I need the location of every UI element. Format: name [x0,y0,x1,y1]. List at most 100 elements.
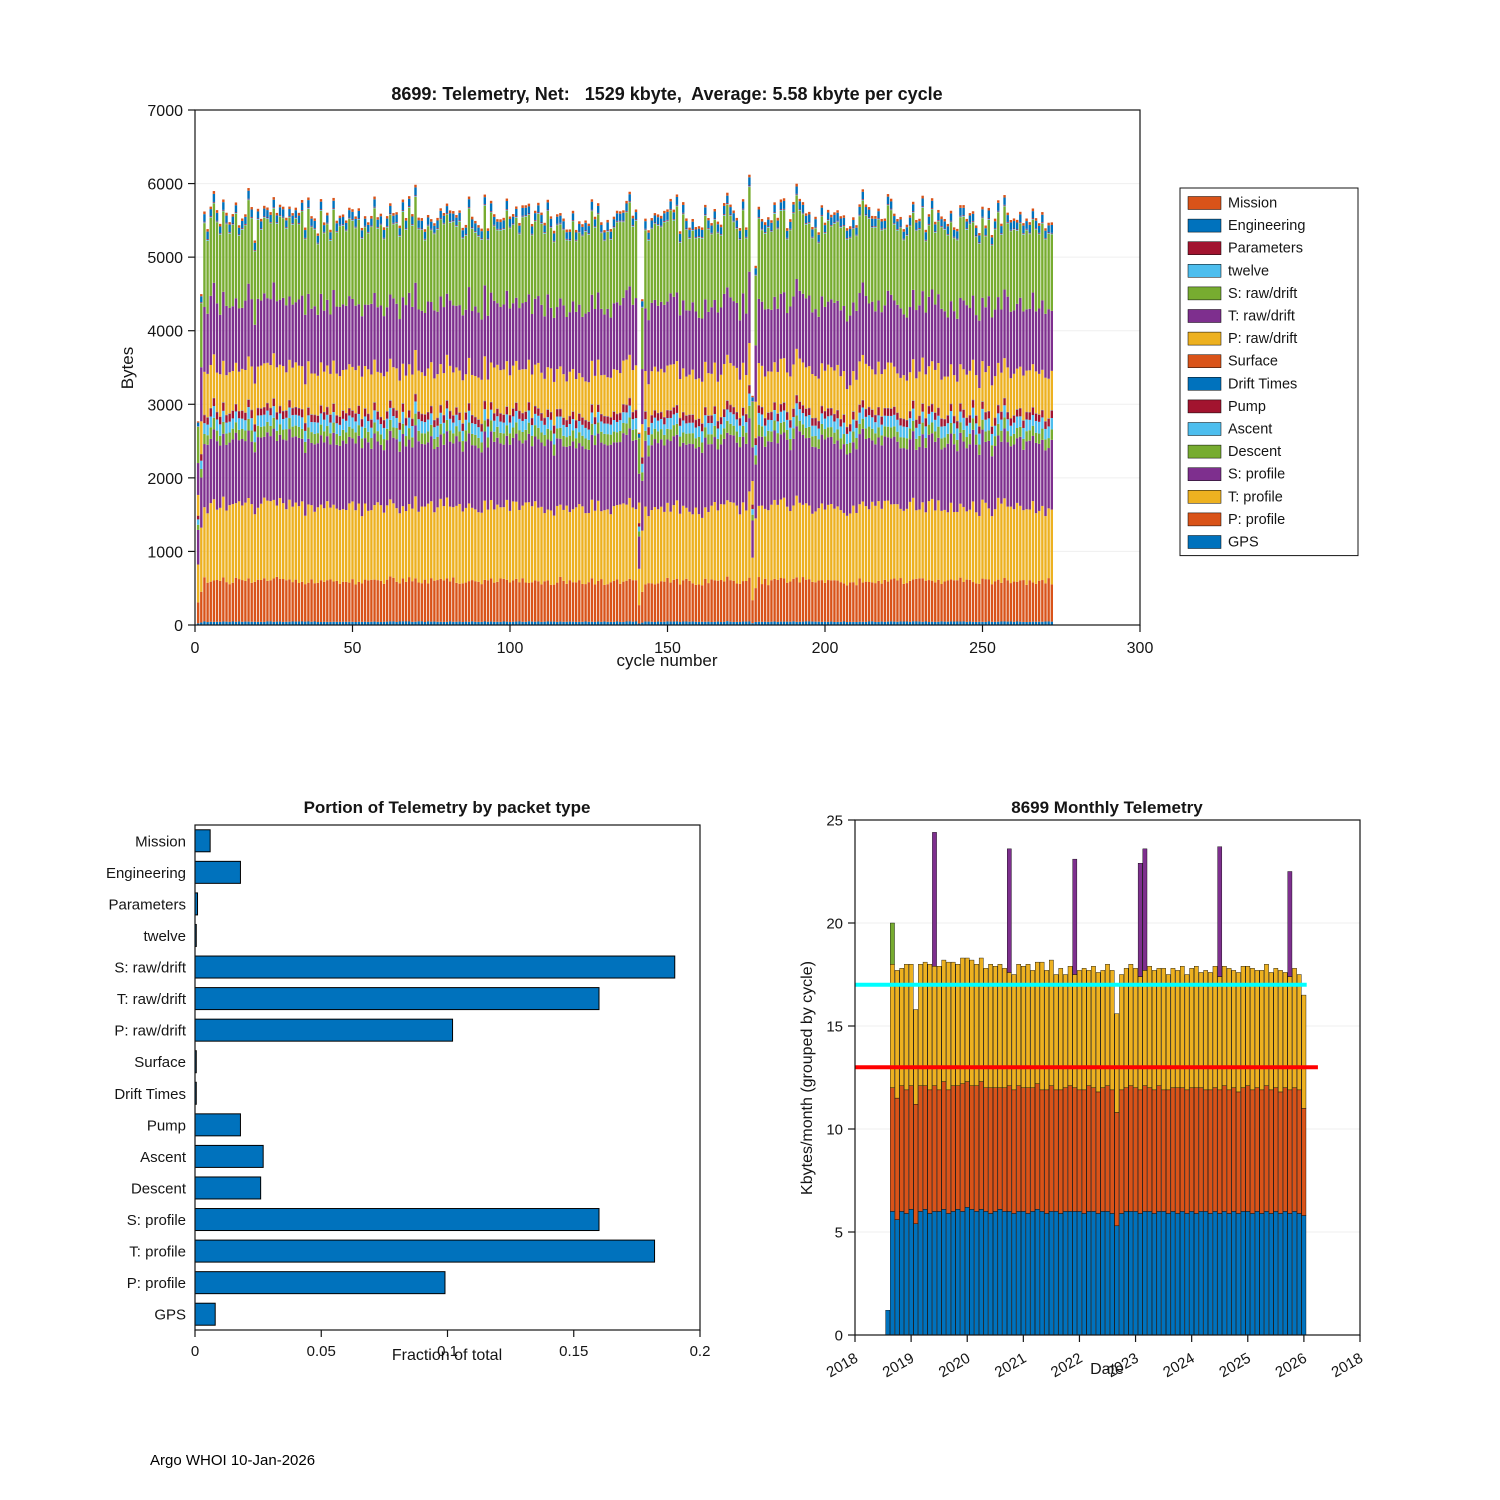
bar-segment [1003,289,1006,359]
bar-segment [723,203,726,206]
bar-segment [310,308,313,374]
bar-segment [697,621,701,625]
bar-segment [647,239,650,240]
bar-segment [628,286,631,355]
bar-segment [382,227,386,230]
bar-segment [568,231,572,240]
bar-segment [814,447,817,512]
bar-segment [442,580,446,622]
bar-segment [842,305,846,372]
bar-segment [852,419,855,432]
bar-segment [282,216,285,218]
bar-segment [833,223,836,224]
bar-segment [798,431,801,503]
bar-segment [965,579,968,622]
bar-segment [927,366,931,406]
bar-segment [770,580,773,622]
monthly-bar-segment [1203,1211,1208,1336]
monthly-bar-segment [941,1081,947,1210]
bar-segment [845,585,849,622]
bar-segment [489,431,493,501]
bar-segment [1047,378,1050,419]
bar-segment [776,229,779,309]
bar-segment [729,580,732,622]
bar-segment [975,423,978,435]
bar-segment [256,211,260,219]
monthly-bar-segment [1067,1085,1073,1212]
bar-segment [499,432,502,444]
monthly-bar-segment [1217,1213,1223,1336]
bar-segment [899,508,902,579]
bar-segment [669,293,672,365]
bar-segment [606,377,609,417]
bar-segment [543,222,546,226]
bar-segment [225,433,228,445]
bar-segment [959,205,962,208]
bar-segment [244,430,247,442]
bar-segment [745,422,748,433]
legend-label: Mission [1228,196,1277,212]
bar-segment [385,579,389,622]
bar-segment [880,374,883,417]
bar-segment [502,217,505,221]
bar-segment [826,504,830,581]
bar-segment [1003,205,1006,207]
bar-segment [952,236,956,238]
bar-segment [414,496,417,579]
x-tick-label: 0.2 [690,1343,711,1360]
bar-segment [222,433,225,497]
bar-segment [329,621,332,625]
monthly-bar-segment [1128,1085,1134,1212]
bar-segment [940,308,943,380]
bar-segment [266,218,269,219]
bar-segment [278,204,282,208]
bar-segment [477,377,480,420]
bar-segment [918,229,921,306]
bar-segment [269,408,272,416]
legend-item: Pump [1187,399,1266,415]
bar-segment [1006,221,1009,223]
bar-segment [521,303,524,370]
bar-segment [530,234,534,236]
bar-segment [874,218,877,227]
bar-segment [946,234,950,236]
bar-segment [471,580,474,622]
monthly-bar-segment [950,1211,956,1336]
bar-segment [285,372,288,411]
bar-segment [247,407,250,419]
bar-segment [801,214,805,294]
bar-segment [801,424,805,435]
bar-segment [266,207,269,211]
bar-segment [641,480,644,531]
bar-segment [874,505,877,584]
bar-segment [786,439,789,507]
bar-segment [710,307,713,374]
bar-segment [877,300,880,362]
bar-segment [489,203,493,212]
bar-segment [408,410,411,418]
bar-segment [811,236,814,238]
bar-segment [767,419,770,431]
bar-segment [735,228,738,303]
bar-segment [222,410,225,422]
bar-segment [915,427,918,439]
bar-segment [568,240,572,241]
bar-segment [735,227,738,229]
bar-segment [1028,440,1031,510]
bar-segment [505,209,509,210]
bar-segment [215,303,219,373]
bar-segment [845,433,849,444]
bar-segment [398,225,401,229]
bar-segment [830,436,833,504]
bar-segment [609,377,612,418]
bar-segment [537,205,540,213]
bar-segment [373,208,376,293]
bar-segment [867,366,871,407]
bar-segment [401,423,405,434]
bar-segment [285,220,288,228]
bar-segment [864,215,868,216]
bar-segment [477,512,480,582]
bar-segment [571,221,575,302]
bar-segment [716,231,720,233]
bar-segment [518,308,521,370]
